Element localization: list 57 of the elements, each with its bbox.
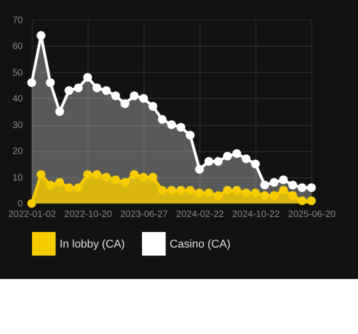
point xyxy=(204,188,214,198)
point xyxy=(92,170,102,179)
point xyxy=(102,86,111,95)
point xyxy=(242,154,251,164)
y-tick-label: 60 xyxy=(12,41,23,52)
y-tick-label: 70 xyxy=(12,14,23,25)
point xyxy=(148,102,158,111)
point xyxy=(120,178,130,187)
y-tick-label: 20 xyxy=(12,146,23,156)
point xyxy=(214,156,223,166)
point xyxy=(270,191,279,200)
point xyxy=(186,186,195,195)
point xyxy=(92,84,102,92)
point xyxy=(214,191,223,200)
point xyxy=(55,178,64,187)
point xyxy=(232,149,242,158)
point xyxy=(74,183,83,192)
y-tick-label: 30 xyxy=(12,120,23,130)
point xyxy=(288,180,298,190)
point xyxy=(120,99,130,108)
point xyxy=(195,164,204,174)
point xyxy=(176,122,186,132)
x-tick-label: 2023-06-27 xyxy=(120,208,168,219)
legend-label: Casino (CA) xyxy=(170,238,231,251)
legend-label: In lobby (CA) xyxy=(60,238,126,251)
x-tick-label: 2024-02-22 xyxy=(176,208,224,219)
point xyxy=(278,186,288,195)
x-tick-label: 2022-10-20 xyxy=(64,208,112,219)
point xyxy=(111,175,120,184)
point xyxy=(111,91,120,100)
point xyxy=(278,175,288,184)
point xyxy=(74,84,83,92)
x-tick-label: 2025-06-20 xyxy=(288,208,336,219)
y-tick-label: 10 xyxy=(12,172,23,182)
point xyxy=(27,78,36,88)
point xyxy=(251,160,260,168)
point xyxy=(148,172,158,182)
point xyxy=(186,130,195,140)
point xyxy=(55,107,64,116)
point xyxy=(102,172,111,182)
point xyxy=(158,114,167,124)
point xyxy=(139,94,148,103)
point xyxy=(232,186,242,195)
point xyxy=(130,91,139,100)
y-tick-label: 50 xyxy=(12,67,23,78)
y-tick-label: 40 xyxy=(12,94,23,104)
point xyxy=(251,188,260,198)
point xyxy=(46,78,55,88)
point xyxy=(36,31,46,40)
point xyxy=(167,120,176,130)
x-tick-label: 2022-01-02 xyxy=(8,208,56,219)
x-tick-label: 2024-10-22 xyxy=(232,208,280,219)
point xyxy=(130,170,139,179)
y-tick-label: 0 xyxy=(18,198,23,209)
point xyxy=(83,73,92,82)
point xyxy=(288,191,298,200)
point xyxy=(36,170,46,179)
